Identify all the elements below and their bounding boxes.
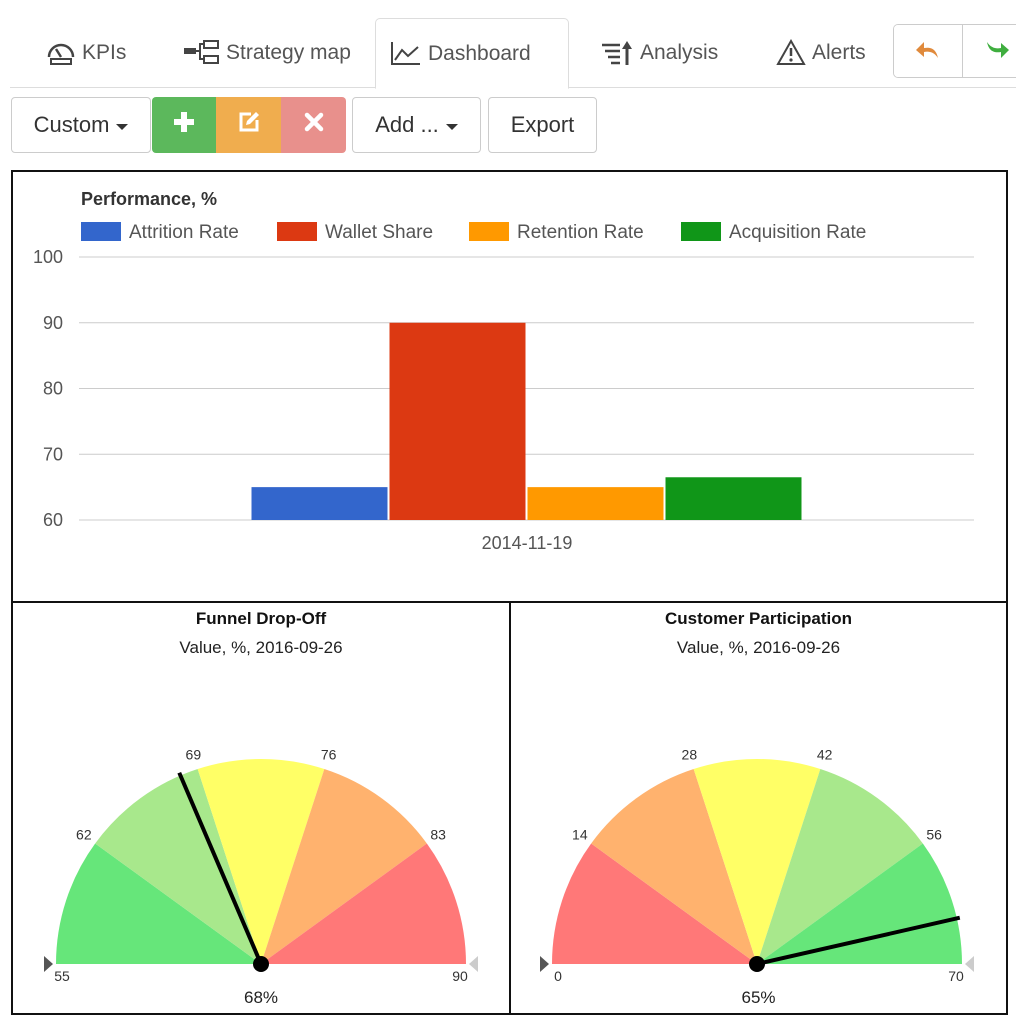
tab-label: Analysis [640, 41, 719, 64]
y-tick-label: 70 [43, 444, 63, 464]
bar [665, 477, 802, 520]
gauge-needle [756, 915, 961, 966]
gauge-band [197, 759, 325, 964]
legend-label: Attrition Rate [129, 222, 239, 243]
chart-title: Performance, % [81, 189, 217, 209]
gauge-subtitle: Value, %, 2016-09-26 [676, 638, 841, 657]
tab-bar: KPIs Strategy map Dashboard Analysis Ale… [10, 0, 1016, 89]
gauge-tick-label: 62 [76, 826, 92, 842]
edit-icon [237, 110, 261, 140]
gauge-max-marker [469, 956, 478, 972]
add-button[interactable] [152, 97, 216, 153]
bar [251, 487, 388, 520]
gauge-chart: 55 62 69 76 83 90 [44, 747, 478, 984]
custom-label: Custom [33, 112, 110, 137]
tab-kpis[interactable]: KPIs [32, 18, 140, 88]
gauge-chart: 0 14 28 42 56 70 [540, 747, 974, 984]
strategy-map-icon [182, 39, 220, 67]
undo-redo-group [893, 24, 1016, 78]
gauge-tick-label: 56 [926, 826, 942, 842]
tab-label: KPIs [82, 41, 127, 64]
tab-strategy-map[interactable]: Strategy map [168, 18, 365, 88]
gauge-tick-label: 76 [321, 747, 337, 763]
gauge-band [261, 769, 427, 964]
close-icon [304, 112, 324, 138]
legend-swatch [469, 222, 509, 241]
bar [389, 322, 526, 520]
gauge-title: Funnel Drop-Off [195, 609, 327, 628]
speedometer-icon [46, 39, 76, 67]
gauge-min-marker [44, 956, 53, 972]
add-label: Add ... [375, 112, 439, 137]
gauge-tick-label: 14 [572, 826, 588, 842]
warning-icon [776, 39, 806, 67]
gauge-value-label: 68% [243, 988, 279, 1007]
redo-icon [983, 38, 1011, 67]
gauge-tick-label: 90 [452, 968, 468, 984]
chevron-down-icon [116, 123, 129, 130]
gauge-min-marker [540, 956, 549, 972]
y-tick-label: 100 [33, 247, 63, 267]
custom-dropdown[interactable]: Custom [11, 97, 151, 153]
chart-legend: Attrition Rate Wallet Share Retention Rate… [81, 222, 866, 243]
y-tick-label: 60 [43, 510, 63, 530]
gauge-band [552, 843, 757, 964]
gauge-panel-customer-participation: Customer Participation Value, %, 2016-09… [509, 601, 1008, 1015]
undo-button[interactable] [894, 25, 962, 77]
sort-analysis-icon [600, 39, 634, 67]
delete-button[interactable] [281, 97, 346, 153]
gauge-band [95, 769, 261, 964]
gauge-band [693, 759, 821, 964]
chevron-down-icon [445, 123, 458, 130]
gauge-subtitle: Value, %, 2016-09-26 [179, 638, 343, 657]
edit-button[interactable] [216, 97, 281, 153]
y-tick-label: 90 [43, 313, 63, 333]
legend-swatch [81, 222, 121, 241]
legend-label: Retention Rate [517, 222, 644, 243]
bar [527, 487, 664, 520]
undo-icon [914, 38, 942, 67]
tab-label: Dashboard [428, 41, 531, 65]
chart-grid: 100 90 80 70 60 [33, 247, 974, 530]
gauge-tick-label: 55 [54, 968, 70, 984]
tab-label: Alerts [812, 41, 866, 64]
legend-label: Acquisition Rate [729, 222, 866, 243]
legend-label: Wallet Share [325, 222, 433, 243]
x-tick-label: 2014-11-19 [482, 533, 573, 553]
tab-alerts[interactable]: Alerts [762, 18, 880, 88]
gauge-band [757, 843, 962, 964]
export-label: Export [510, 112, 575, 137]
legend-swatch [277, 222, 317, 241]
legend-swatch [681, 222, 721, 241]
tab-dashboard[interactable]: Dashboard [375, 18, 569, 89]
gauge-tick-label: 70 [948, 968, 964, 984]
tab-label: Strategy map [226, 41, 351, 64]
gauge-tick-label: 28 [682, 747, 698, 763]
gauge-pivot [749, 956, 765, 972]
performance-chart-panel: Performance, % Attrition Rate Wallet Shar… [11, 170, 1008, 603]
line-chart-icon [390, 40, 422, 68]
export-button[interactable]: Export [488, 97, 597, 153]
gauge-tick-label: 83 [430, 826, 446, 842]
performance-bar-chart: Performance, % Attrition Rate Wallet Shar… [33, 189, 974, 553]
gauge-needle [177, 771, 263, 965]
gauge-panel-funnel-drop-off: Funnel Drop-Off Value, %, 2016-09-26 55 6… [11, 601, 511, 1015]
gauge-max-marker [965, 956, 974, 972]
tab-analysis[interactable]: Analysis [586, 18, 732, 88]
gauge-tick-label: 0 [554, 968, 562, 984]
gauge-pivot [253, 956, 269, 972]
plus-icon [173, 111, 195, 139]
chart-bars [251, 322, 802, 520]
gauge-band [261, 843, 466, 964]
gauge-title: Customer Participation [664, 609, 853, 628]
gauge-band [56, 843, 261, 964]
gauge-tick-label: 42 [817, 747, 833, 763]
add-dropdown[interactable]: Add ... [352, 97, 481, 153]
gauge-band [591, 769, 757, 964]
gauge-tick-label: 69 [186, 747, 202, 763]
gauge-band [757, 769, 923, 964]
y-tick-label: 80 [43, 379, 63, 399]
redo-button[interactable] [962, 25, 1016, 77]
gauge-value-label: 65% [741, 988, 776, 1007]
